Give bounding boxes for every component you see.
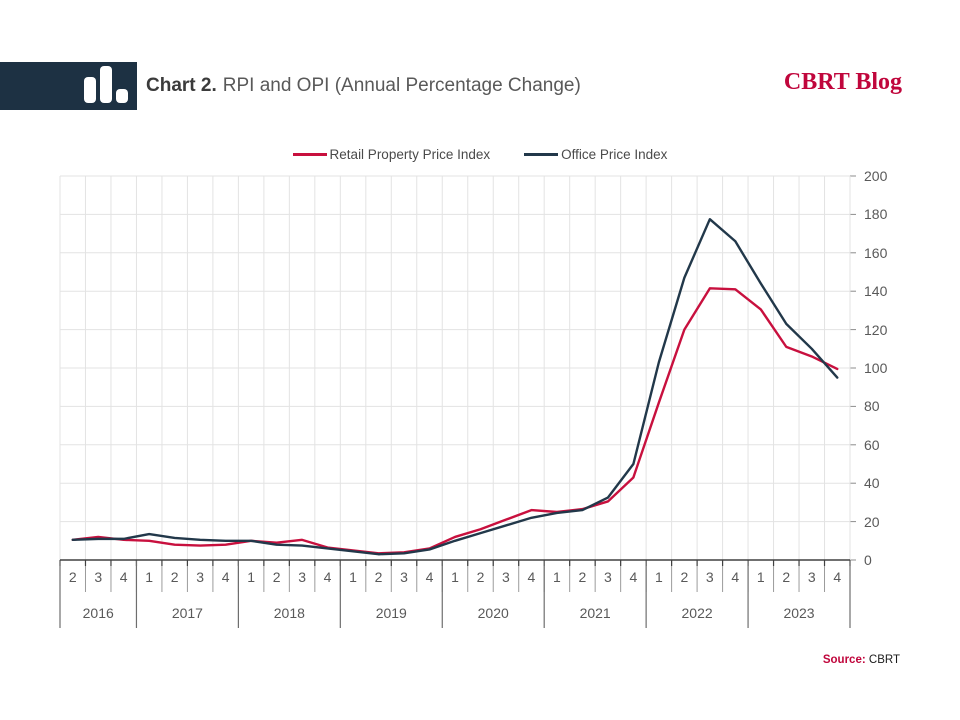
x-quarter-label: 2 xyxy=(170,569,179,585)
x-year-label: 2023 xyxy=(783,605,815,621)
x-quarter-label: 4 xyxy=(833,569,842,585)
x-quarter-label: 1 xyxy=(349,569,357,585)
chart-legend: Retail Property Price Index Office Price … xyxy=(0,143,960,165)
x-quarter-label: 1 xyxy=(553,569,561,585)
legend-label: Retail Property Price Index xyxy=(329,146,491,162)
x-quarter-label: 1 xyxy=(654,569,663,585)
y-tick-label: 40 xyxy=(864,475,880,492)
x-quarter-label: 2 xyxy=(272,569,281,585)
bar-chart-icon xyxy=(84,66,128,103)
source-note: Source: CBRT xyxy=(823,654,900,666)
y-tick-label: 0 xyxy=(864,552,872,568)
x-quarter-label: 4 xyxy=(221,569,230,585)
legend-line-swatch xyxy=(292,152,327,156)
x-quarter-label: 1 xyxy=(145,569,154,585)
x-quarter-label: 3 xyxy=(400,569,408,585)
x-year-label: 2018 xyxy=(273,605,305,621)
y-tick-label: 60 xyxy=(864,436,880,453)
series-line-opi xyxy=(71,217,839,556)
y-tick-label: 80 xyxy=(864,398,880,415)
legend-item: Retail Property Price Index xyxy=(292,146,491,162)
x-year-label: 2019 xyxy=(375,605,407,621)
source-label: Source: xyxy=(822,654,866,666)
x-quarter-label: 4 xyxy=(527,569,536,585)
y-tick-label: 200 xyxy=(864,168,888,184)
x-year-label: 2021 xyxy=(579,605,611,621)
x-quarter-label: 3 xyxy=(603,569,612,585)
x-quarter-label: 4 xyxy=(731,569,740,585)
y-tick-label: 20 xyxy=(864,513,880,530)
x-quarter-label: 4 xyxy=(323,569,332,585)
x-year-label: 2016 xyxy=(82,605,114,621)
x-quarter-label: 3 xyxy=(807,569,816,585)
y-tick-label: 120 xyxy=(864,321,888,338)
x-year-label: 2020 xyxy=(477,605,509,621)
y-tick-label: 180 xyxy=(864,206,888,223)
chart-number-label: Chart 2. xyxy=(146,75,217,96)
x-quarter-label: 3 xyxy=(705,569,714,585)
y-tick-label: 140 xyxy=(864,283,888,300)
series-line-rpi xyxy=(71,287,839,555)
legend-line-swatch xyxy=(524,152,559,156)
x-quarter-label: 2 xyxy=(68,569,77,585)
source-value: CBRT xyxy=(868,654,900,666)
x-quarter-label: 2 xyxy=(374,569,383,585)
x-quarter-label: 2 xyxy=(680,569,689,585)
x-quarter-label: 1 xyxy=(247,569,256,585)
x-quarter-label: 1 xyxy=(756,569,765,585)
x-quarter-label: 2 xyxy=(476,569,485,585)
x-quarter-label: 3 xyxy=(196,569,205,585)
x-quarter-label: 2 xyxy=(782,569,791,585)
x-quarter-label: 3 xyxy=(502,569,510,585)
x-quarter-label: 3 xyxy=(94,569,103,585)
x-quarter-label: 4 xyxy=(119,569,128,585)
page-title: Chart 2. RPI and OPI (Annual Percentage … xyxy=(146,62,581,110)
x-quarter-label: 1 xyxy=(451,569,459,585)
legend-label: Office Price Index xyxy=(561,146,668,162)
x-quarter-label: 2 xyxy=(578,569,587,585)
chart-logo-box xyxy=(0,62,137,110)
legend-item: Office Price Index xyxy=(524,147,667,162)
brand-cbrt-blog: CBRT Blog xyxy=(783,69,902,95)
x-year-label: 2017 xyxy=(171,605,203,621)
y-tick-label: 160 xyxy=(864,244,888,261)
chart-subtitle: RPI and OPI (Annual Percentage Change) xyxy=(222,75,581,96)
x-quarter-label: 3 xyxy=(298,569,306,585)
x-year-label: 2022 xyxy=(681,605,713,621)
y-tick-label: 100 xyxy=(864,360,888,376)
x-quarter-label: 4 xyxy=(629,569,638,585)
x-quarter-label: 4 xyxy=(425,569,434,585)
